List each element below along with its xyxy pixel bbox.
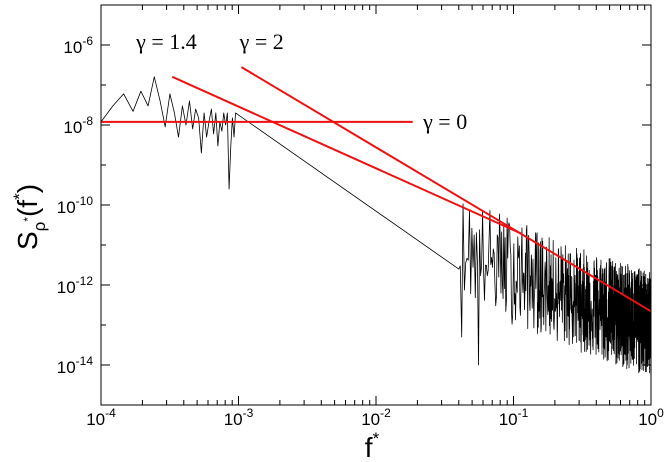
spectrum-trace [100,76,652,375]
annotations-layer: γ = 1.4 γ = 2 γ = 0 [135,29,467,134]
spectrum-layer [100,76,652,375]
fit-lines-layer [101,66,652,313]
plot-frame [100,4,652,406]
annotation-gamma-0: γ = 0 [422,109,467,134]
y-tick-label: 10-14 [57,354,94,377]
y-tick-label: 10-6 [63,34,93,57]
y-tick-label: 10-8 [63,114,93,137]
y-axis-label: Sρ*(f*) [10,184,49,250]
annotation-gamma-2: γ = 2 [239,29,284,54]
tick-labels-layer: 10-4 10-3 10-2 10-1 100 10-14 10-12 10-10 10-8 10… [57,34,664,429]
annotation-gamma-14: γ = 1.4 [135,29,197,54]
x-tick-label: 10-4 [86,406,116,429]
x-tick-label: 100 [638,406,664,429]
x-tick-label: 10-2 [361,406,391,429]
y-tick-label: 10-10 [57,194,94,217]
fit-line-gamma-1-4 [171,75,523,235]
x-tick-label: 10-3 [224,406,254,429]
x-axis-label: f* [365,429,380,462]
y-tick-label: 10-12 [57,274,94,297]
tick-marks-layer [100,4,652,406]
fit-line-gamma-2 [240,66,652,313]
x-tick-label: 10-1 [499,406,529,429]
